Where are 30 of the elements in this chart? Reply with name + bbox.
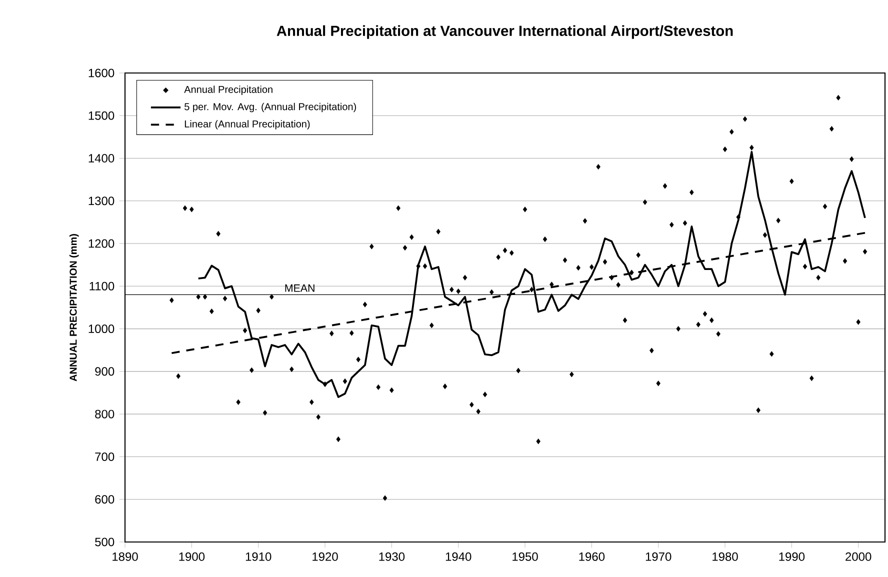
y-tick-label: 900 (95, 367, 114, 376)
y-tick-label: 700 (95, 452, 114, 461)
x-tick-label: 1920 (312, 552, 338, 561)
x-tick-label: 1940 (446, 552, 472, 561)
y-tick-label: 500 (95, 538, 114, 546)
ref-line-label: MEAN (285, 284, 314, 292)
x-tick-label: 1900 (179, 552, 205, 561)
y-tick-label: 1300 (88, 196, 114, 206)
y-axis-title: ANNUAL PRECIPITATION (mm) (69, 234, 79, 382)
y-tick-label: 1000 (88, 324, 114, 334)
y-tick-label: 1500 (88, 111, 114, 120)
x-tick-label: 1970 (646, 552, 672, 561)
y-tick-label: 1400 (88, 154, 114, 163)
x-tick-label: 1950 (512, 552, 538, 561)
legend-label: 5 per. Mov. Avg. (Annual Precipitation) (184, 102, 356, 112)
y-tick-label: 1600 (88, 68, 114, 78)
y-tick-label: 1200 (88, 239, 114, 248)
y-tick-label: 600 (95, 495, 114, 504)
y-tick-label: 800 (95, 410, 114, 418)
x-tick-label: 2000 (846, 552, 872, 561)
x-tick-label: 1890 (112, 552, 138, 561)
chart-title: Annual Precipitation at Vancouver International Airport/Steveston (276, 25, 733, 39)
x-tick-label: 1930 (379, 552, 405, 561)
x-tick-label: 1960 (579, 552, 605, 561)
legend-label: Annual Precipitation (184, 86, 272, 95)
x-tick-label: 1990 (779, 552, 805, 561)
x-tick-label: 1910 (246, 552, 272, 561)
legend-label: Linear (Annual Precipitation) (184, 120, 310, 130)
x-tick-label: 1980 (712, 552, 738, 561)
y-tick-label: 1100 (90, 282, 114, 290)
